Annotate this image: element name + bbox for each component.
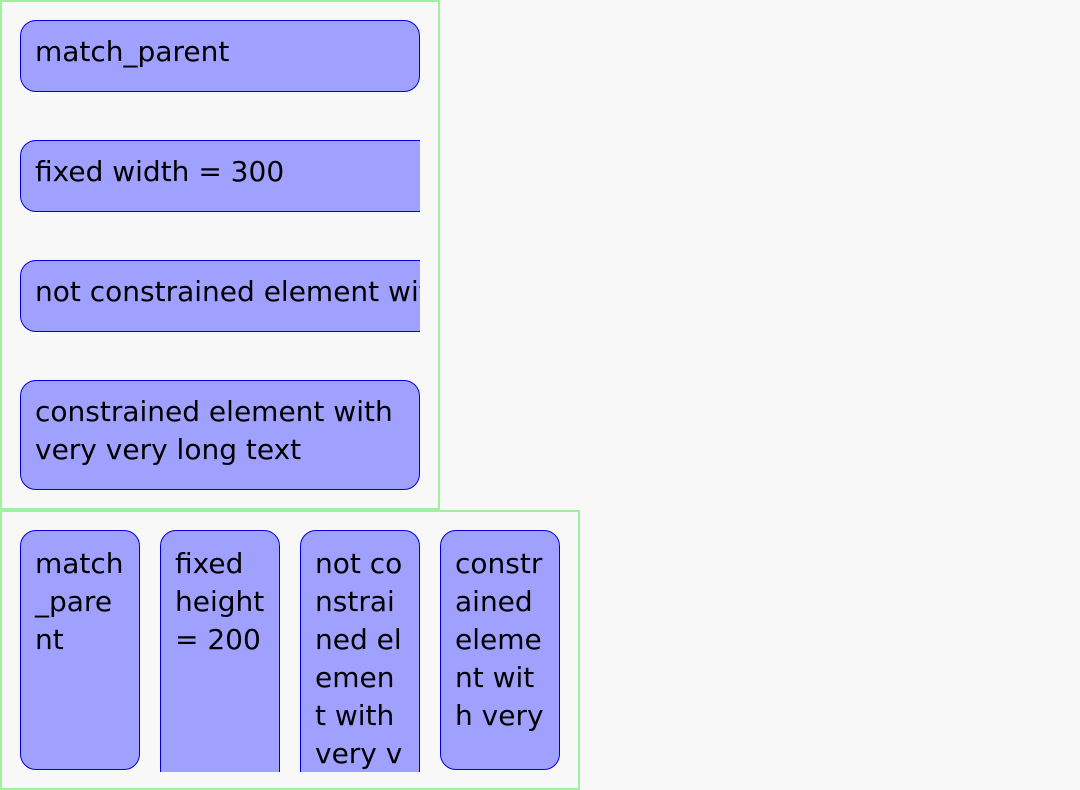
column-item-fixed-height-clip: fixed height = 200 [160,530,282,772]
row-item-constrained-clip: constrained element with very very long … [20,380,422,493]
column-item-fixed-height: fixed height = 200 [160,530,280,772]
column-item-match-parent: match_parent [20,530,140,770]
column-item-label: not constrained element with very very l… [315,547,403,770]
row-item-fixed-width-clip: fixed width = 300 [20,140,420,215]
column-item-not-constrained: not constrained element with very very l… [300,530,420,772]
column-item-label: fixed height = 200 [175,547,265,656]
horizontal-layout-container: match_parent fixed height = 200 not cons… [0,510,580,790]
row-item-label: not constrained element with very very l… [35,275,420,308]
column-item-label: match_parent [35,547,124,656]
row-item-not-constrained: not constrained element with very very l… [20,260,420,332]
row-item-match-parent-clip: match_parent [20,20,422,95]
column-item-match-parent-clip: match_parent [20,530,142,772]
row-item-label: match_parent [35,35,230,68]
column-item-not-constrained-clip: not constrained element with very very l… [300,530,422,772]
row-item-fixed-width: fixed width = 300 [20,140,420,212]
column-item-constrained: constrained element with very very long … [440,530,560,770]
row-item-match-parent: match_parent [20,20,420,92]
row-item-label: fixed width = 300 [35,155,285,188]
row-item-constrained: constrained element with very very long … [20,380,420,490]
vertical-layout-container: match_parent fixed width = 300 not const… [0,0,440,510]
column-item-label: constrained element with very very long … [455,547,544,732]
row-item-not-constrained-clip: not constrained element with very very l… [20,260,420,335]
column-item-constrained-clip: constrained element with very very long … [440,530,562,772]
row-item-label: constrained element with very very long … [35,395,393,466]
